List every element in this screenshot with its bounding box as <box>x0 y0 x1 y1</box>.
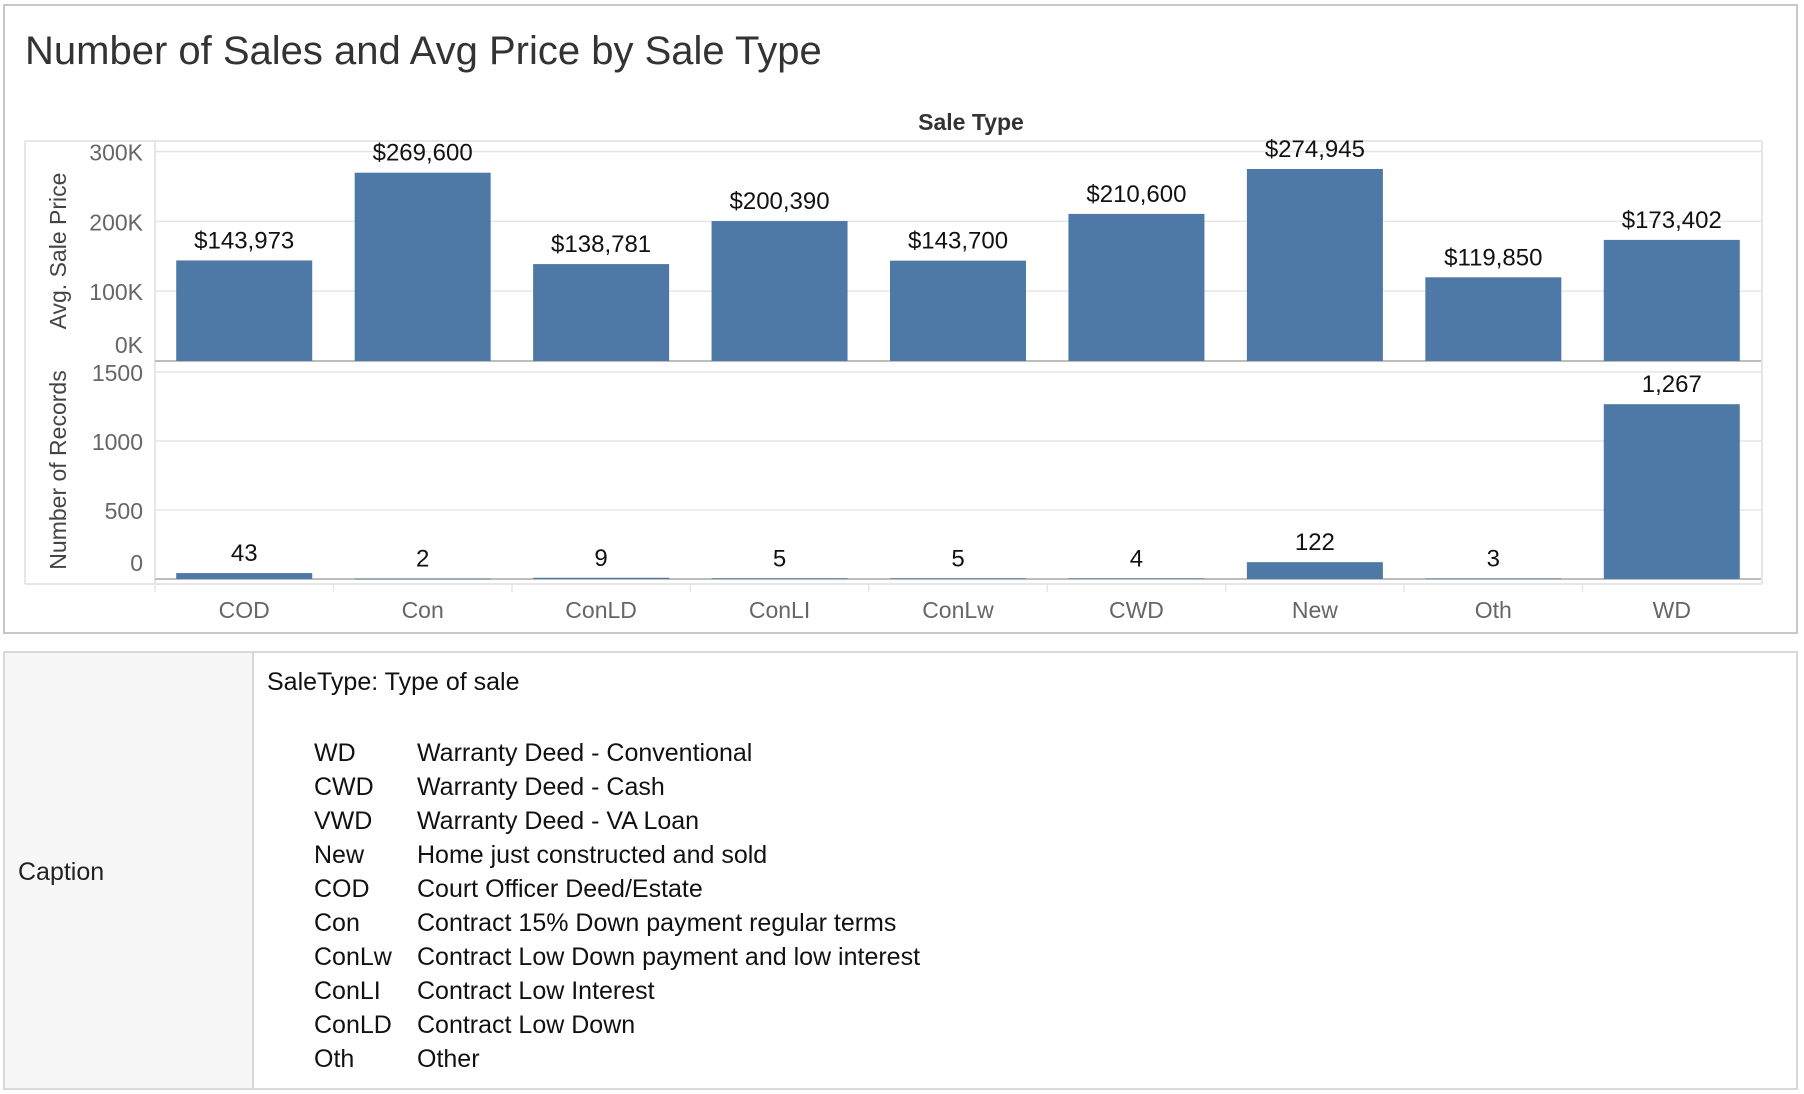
bar-oth <box>1425 277 1562 361</box>
y-axis-title: Avg. Sale Price <box>45 173 71 330</box>
bar-wd <box>1603 404 1740 579</box>
bar-cod <box>176 260 313 361</box>
y-tick-label: 300K <box>89 139 143 165</box>
bar-con <box>354 578 491 580</box>
data-label: 43 <box>231 540 258 567</box>
legend-code: Con <box>314 909 360 937</box>
y-tick-label: 1000 <box>92 429 143 455</box>
legend-code: COD <box>314 875 370 903</box>
x-tick-label: ConLD <box>565 597 637 623</box>
legend-code: ConLw <box>314 943 392 971</box>
y-tick-label: 100K <box>89 279 143 305</box>
legend-description: Home just constructed and sold <box>417 841 768 869</box>
y-tick-label: 1500 <box>92 360 143 386</box>
data-label: 5 <box>773 545 786 572</box>
x-tick-label: ConLI <box>749 597 810 623</box>
bar-cod <box>176 573 313 579</box>
data-label: $210,600 <box>1086 181 1186 208</box>
bar-cwd <box>1068 578 1205 579</box>
caption-label-cell: Caption <box>5 653 254 1088</box>
data-label: $274,945 <box>1265 136 1365 163</box>
legend-code: ConLD <box>314 1011 392 1039</box>
x-tick-label: COD <box>219 597 270 623</box>
caption-title: SaleType: Type of sale <box>267 668 520 696</box>
bar-conlw <box>890 260 1026 361</box>
legend-code: VWD <box>314 807 373 835</box>
data-label: $269,600 <box>373 140 473 167</box>
data-label: $143,700 <box>908 228 1008 255</box>
legend-description: Warranty Deed - VA Loan <box>417 807 700 835</box>
data-label: $173,402 <box>1622 207 1722 234</box>
column-header: Sale Type <box>918 109 1024 135</box>
bar-chart: Number of Sales and Avg Price by Sale Ty… <box>24 29 1763 623</box>
bar-conld <box>533 264 670 361</box>
legend-code: Oth <box>314 1045 355 1073</box>
legend-description: Other <box>417 1045 480 1073</box>
bar-con <box>354 172 491 361</box>
bar-new <box>1246 562 1383 579</box>
bar-wd <box>1603 239 1740 361</box>
caption-label: Caption <box>18 858 105 886</box>
x-tick-label: ConLw <box>922 597 994 623</box>
y-tick-label: 500 <box>105 498 143 524</box>
data-label: 4 <box>1130 545 1143 572</box>
data-label: 1,267 <box>1642 371 1702 398</box>
chart-title: Number of Sales and Avg Price by Sale Ty… <box>25 29 822 73</box>
chart-panel: Number of Sales and Avg Price by Sale Ty… <box>3 4 1798 634</box>
data-label: $138,781 <box>551 231 651 258</box>
y-axis-title: Number of Records <box>45 370 71 569</box>
x-tick-label: Con <box>402 597 444 623</box>
bar-conld <box>533 577 670 579</box>
legend-code: ConLI <box>314 977 381 1005</box>
legend-code: New <box>314 841 365 869</box>
data-label: $143,973 <box>194 227 294 254</box>
y-tick-label: 200K <box>89 209 143 235</box>
legend-description: Contract 15% Down payment regular terms <box>417 909 897 937</box>
data-label: 122 <box>1295 529 1335 556</box>
bar-new <box>1246 168 1383 361</box>
data-label: 2 <box>416 546 429 573</box>
legend-description: Contract Low Interest <box>417 977 655 1005</box>
x-tick-label: Oth <box>1475 597 1512 623</box>
data-label: 9 <box>594 545 607 572</box>
bar-cwd <box>1068 213 1205 361</box>
x-tick-label: New <box>1292 597 1338 623</box>
x-tick-label: WD <box>1653 597 1691 623</box>
legend-description: Contract Low Down <box>417 1011 636 1039</box>
legend-code: WD <box>314 739 356 767</box>
caption-panel: Caption SaleType: Type of sale WD Warrant… <box>3 651 1798 1090</box>
data-label: 3 <box>1487 546 1500 573</box>
legend-code: CWD <box>314 773 374 801</box>
bar-oth <box>1425 578 1562 580</box>
y-tick-label: 0 <box>130 550 143 576</box>
legend-description: Contract Low Down payment and low intere… <box>417 943 921 971</box>
x-tick-label: CWD <box>1109 597 1164 623</box>
data-label: 5 <box>951 545 964 572</box>
legend-description: Warranty Deed - Conventional <box>417 739 753 767</box>
bar-conlw <box>890 578 1026 579</box>
y-tick-label: 0K <box>115 332 144 358</box>
data-label: $200,390 <box>730 188 830 215</box>
bar-conli <box>711 578 848 579</box>
bar-conli <box>711 221 848 361</box>
legend-description: Warranty Deed - Cash <box>417 773 665 801</box>
data-label: $119,850 <box>1444 244 1542 271</box>
legend-description: Court Officer Deed/Estate <box>417 875 703 903</box>
